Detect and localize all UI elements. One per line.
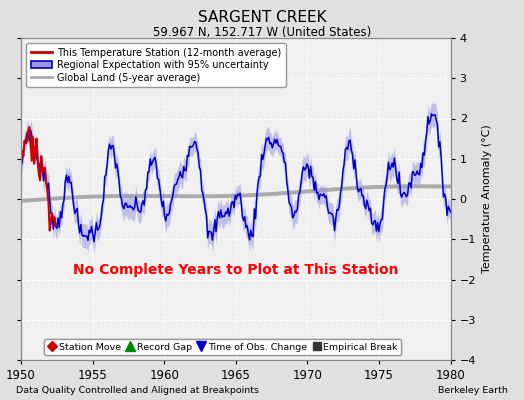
- Legend: Station Move, Record Gap, Time of Obs. Change, Empirical Break: Station Move, Record Gap, Time of Obs. C…: [45, 339, 401, 355]
- Text: 59.967 N, 152.717 W (United States): 59.967 N, 152.717 W (United States): [153, 26, 371, 39]
- Text: Berkeley Earth: Berkeley Earth: [439, 386, 508, 395]
- Y-axis label: Temperature Anomaly (°C): Temperature Anomaly (°C): [482, 125, 492, 273]
- Text: SARGENT CREEK: SARGENT CREEK: [198, 10, 326, 25]
- Text: No Complete Years to Plot at This Station: No Complete Years to Plot at This Statio…: [73, 263, 399, 277]
- Text: Data Quality Controlled and Aligned at Breakpoints: Data Quality Controlled and Aligned at B…: [16, 386, 259, 395]
